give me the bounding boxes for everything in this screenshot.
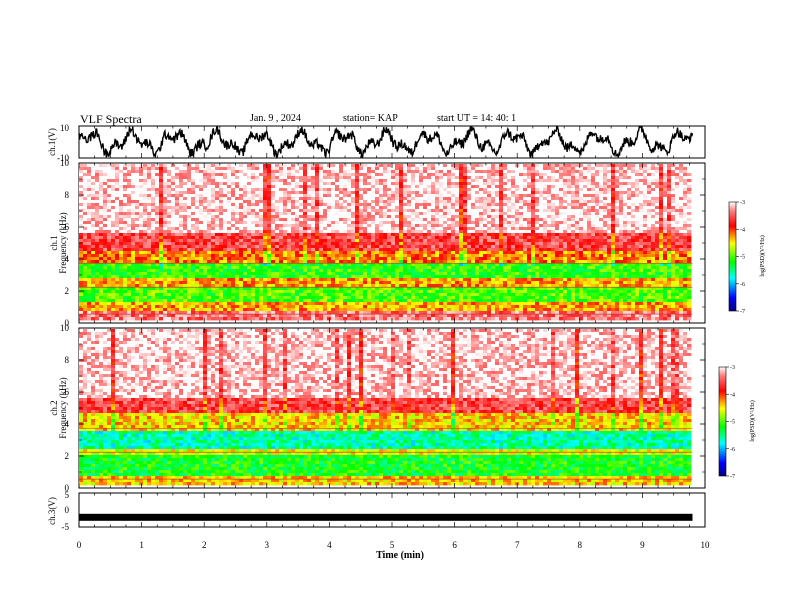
ch2-colorbar — [719, 367, 726, 476]
vlf-figure: 10 -10 ch.1(V) 0246810 ch.1Frequency (kH… — [0, 0, 792, 612]
spec-ytick-label: 2 — [65, 286, 70, 296]
colorbar-tick-label: -4 — [730, 392, 735, 398]
time-tick-label: 1 — [139, 540, 144, 550]
time-tick-label: 4 — [327, 540, 332, 550]
colorbar-tick-label: -6 — [730, 447, 735, 453]
colorbar-tick-label: -6 — [740, 282, 745, 288]
spec-ytick-label: 10 — [60, 323, 70, 333]
ch1-ytick-top: 10 — [60, 123, 70, 133]
ch1-colorbar-ticks: -3 -4 -5 -6 -7 — [736, 200, 745, 315]
ch2-spectrogram-image — [79, 329, 692, 485]
time-tick-label: 0 — [77, 540, 82, 550]
colorbar-tick-label: -5 — [740, 255, 745, 261]
ch2-colorbar-label: log(PSD)(V²/Hz) — [749, 400, 756, 441]
ch3-ytick-bottom: -5 — [62, 522, 70, 532]
time-tick-label: 5 — [390, 540, 395, 550]
ch1-colorbar-label: log(PSD)(V²/Hz) — [759, 235, 766, 276]
time-tick-label: 3 — [265, 540, 270, 550]
time-tick-label: 7 — [515, 540, 520, 550]
spec-ytick-label: 8 — [65, 355, 70, 365]
colorbar-tick-label: -4 — [740, 227, 745, 233]
colorbar-tick-label: -7 — [730, 474, 735, 480]
ch2-spec-ylabel: ch.2Frequency (kHz) — [49, 377, 68, 438]
ch3-ytick-top: 5 — [65, 490, 70, 500]
ch3-ylabel: ch.3(V) — [47, 497, 57, 525]
spec-ytick-label: 8 — [65, 190, 70, 200]
time-tick-label: 2 — [202, 540, 207, 550]
colorbar-tick-label: -3 — [730, 365, 735, 371]
time-tick-label: 6 — [452, 540, 457, 550]
colorbar-tick-label: -3 — [740, 200, 745, 206]
ch1-ylabel: ch.1(V) — [47, 128, 57, 156]
time-tick-label: 10 — [701, 540, 711, 550]
time-axis-label: Time (min) — [376, 550, 424, 561]
ch3-waveform-trace — [79, 514, 693, 521]
time-axis-tick-labels: 0 1 2 3 4 5 6 7 8 9 10 — [77, 540, 710, 550]
time-tick-label: 8 — [578, 540, 583, 550]
colorbar-tick-label: -5 — [730, 420, 735, 426]
ch2-colorbar-ticks: -3 -4 -5 -6 -7 — [726, 365, 735, 480]
time-tick-label: 9 — [640, 540, 645, 550]
spec-ytick-label: 2 — [65, 451, 70, 461]
ch1-spectrogram-image — [79, 164, 692, 320]
ch1-spec-ylabel: ch.1Frequency (kHz) — [49, 212, 68, 273]
colorbar-tick-label: -7 — [740, 309, 745, 315]
ch1-colorbar — [729, 202, 736, 311]
ch3-ytick-mid: 0 — [65, 505, 70, 515]
spec-ytick-label: 10 — [60, 158, 70, 168]
ch3-waveform-frame — [79, 493, 705, 527]
